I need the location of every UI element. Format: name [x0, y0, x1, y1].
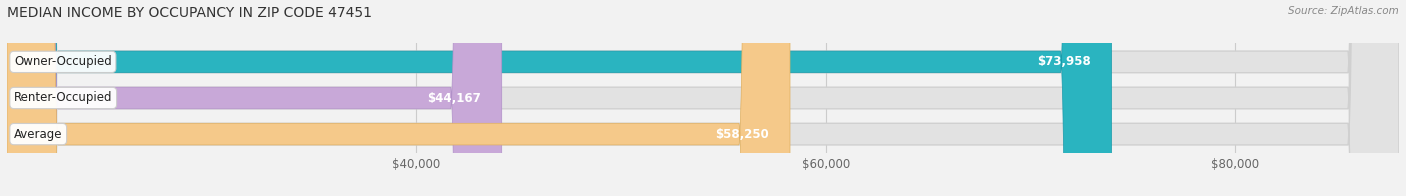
- FancyBboxPatch shape: [7, 0, 502, 196]
- FancyBboxPatch shape: [7, 0, 1399, 196]
- Text: $44,167: $44,167: [427, 92, 481, 104]
- Text: Owner-Occupied: Owner-Occupied: [14, 55, 111, 68]
- Text: MEDIAN INCOME BY OCCUPANCY IN ZIP CODE 47451: MEDIAN INCOME BY OCCUPANCY IN ZIP CODE 4…: [7, 6, 373, 20]
- FancyBboxPatch shape: [7, 0, 1399, 196]
- Text: Average: Average: [14, 128, 62, 141]
- Text: Source: ZipAtlas.com: Source: ZipAtlas.com: [1288, 6, 1399, 16]
- FancyBboxPatch shape: [7, 0, 1112, 196]
- Text: $73,958: $73,958: [1036, 55, 1091, 68]
- Text: Renter-Occupied: Renter-Occupied: [14, 92, 112, 104]
- Text: $58,250: $58,250: [716, 128, 769, 141]
- FancyBboxPatch shape: [7, 0, 790, 196]
- FancyBboxPatch shape: [7, 0, 1399, 196]
